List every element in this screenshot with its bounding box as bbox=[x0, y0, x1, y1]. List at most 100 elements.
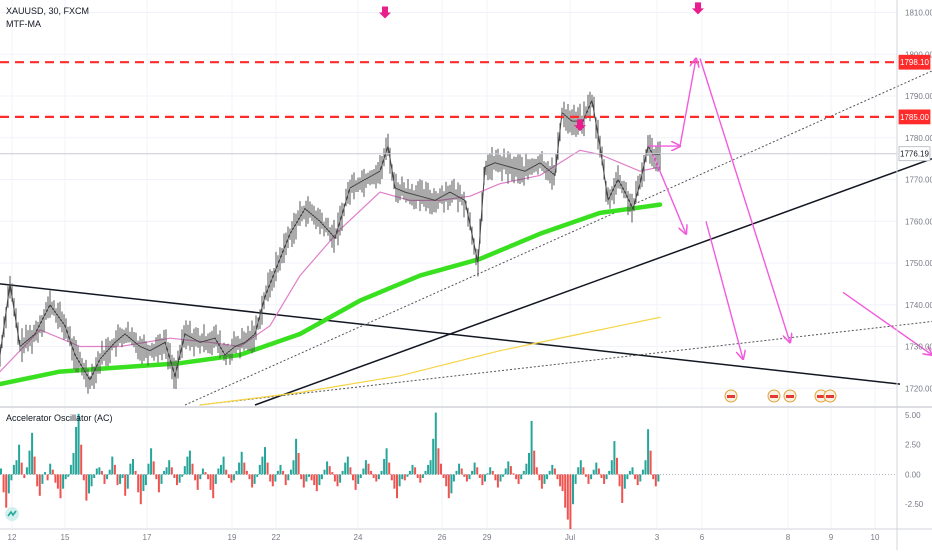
oscillator-bar bbox=[442, 474, 445, 478]
oscillator-bar bbox=[455, 470, 458, 475]
oscillator-bar bbox=[289, 469, 292, 475]
y-tick-label: 1800.00 bbox=[905, 50, 932, 59]
oscillator-bar bbox=[349, 467, 352, 475]
event-flag-stripe bbox=[817, 395, 825, 398]
oscillator-bar bbox=[383, 459, 386, 475]
oscillator-bar bbox=[276, 470, 279, 475]
oscillator-bar bbox=[274, 474, 277, 482]
oscillator-bar bbox=[302, 474, 305, 488]
oscillator-bar bbox=[424, 470, 427, 475]
oscillator-bar bbox=[553, 468, 556, 475]
oscillator-bar bbox=[618, 474, 621, 487]
x-tick-label: 19 bbox=[228, 533, 237, 542]
oscillator-bar bbox=[144, 474, 147, 486]
price-badge-label: 1798.10 bbox=[900, 58, 929, 67]
oscillator-bar bbox=[377, 474, 380, 480]
oscillator-bar bbox=[388, 462, 391, 475]
trendlines bbox=[0, 70, 932, 406]
oscillator-bar bbox=[331, 472, 334, 475]
oscillator-bar bbox=[605, 474, 608, 480]
oscillator-bar bbox=[67, 474, 70, 477]
x-tick-label: 9 bbox=[829, 533, 834, 542]
oscillator-bar bbox=[15, 460, 18, 475]
oscillator-bar bbox=[103, 474, 106, 484]
oscillator-bar bbox=[188, 450, 191, 475]
oscillator-bar bbox=[292, 460, 295, 475]
indicator-label[interactable]: MTF-MA bbox=[6, 19, 41, 29]
oscillator-bars bbox=[0, 412, 660, 530]
oscillator-bar bbox=[124, 474, 127, 496]
oscillator-bar bbox=[297, 453, 300, 475]
projection-arrow bbox=[679, 59, 696, 147]
oscillator-bar bbox=[181, 474, 184, 477]
oscillator-bar bbox=[227, 474, 230, 478]
oscillator-bar bbox=[230, 474, 233, 483]
oscillator-bar bbox=[251, 474, 254, 488]
grid bbox=[0, 0, 932, 530]
oscillator-bar bbox=[582, 467, 585, 475]
oscillator-bar bbox=[72, 453, 75, 475]
oscillator-bar bbox=[308, 474, 310, 477]
y-tick-label: 1790.00 bbox=[905, 92, 932, 101]
oscillator-bar bbox=[393, 474, 396, 489]
oscillator-bar bbox=[535, 467, 538, 475]
oscillator-bar bbox=[113, 464, 116, 475]
oscillator-bar bbox=[300, 474, 303, 480]
oscillator-bar bbox=[323, 469, 326, 475]
oscillator-bar bbox=[564, 474, 567, 508]
projection-arrow bbox=[705, 221, 743, 359]
oscillator-bar bbox=[157, 474, 160, 493]
x-tick-label: 8 bbox=[786, 533, 791, 542]
oscillator-bar bbox=[173, 474, 176, 478]
oscillator-bar bbox=[214, 474, 217, 484]
oscillator-bar bbox=[473, 462, 476, 475]
oscillator-bar bbox=[5, 474, 8, 508]
oscillator-bar bbox=[196, 474, 199, 490]
oscillator-bar bbox=[85, 474, 88, 501]
oscillator-bar bbox=[367, 463, 370, 475]
oscillator-bar bbox=[631, 467, 634, 475]
oscillator-bar bbox=[530, 420, 533, 475]
oscillator-bar bbox=[592, 469, 595, 475]
oscillator-bar bbox=[528, 453, 530, 475]
oscillator-bar bbox=[49, 463, 52, 475]
marker-arrow-icon bbox=[574, 119, 586, 132]
oscillator-bar bbox=[313, 474, 316, 486]
oscillator-bar bbox=[616, 457, 618, 475]
oscillator-bar bbox=[354, 474, 357, 490]
oscillator-bar bbox=[427, 464, 430, 475]
oscillator-bar bbox=[217, 468, 220, 475]
oscillator-bar bbox=[245, 470, 248, 475]
axes: 1810.001800.001790.001780.001770.001760.… bbox=[8, 0, 932, 550]
oscillator-bar bbox=[176, 474, 178, 486]
tradingview-logo-icon[interactable] bbox=[5, 507, 19, 521]
oscillator-bar bbox=[507, 461, 510, 475]
oscillator-bar bbox=[204, 472, 207, 475]
event-icons[interactable] bbox=[724, 389, 837, 403]
oscillator-bar bbox=[610, 460, 613, 475]
oscillator-bar bbox=[478, 474, 481, 478]
oscillator-bar bbox=[445, 474, 448, 487]
event-flag-stripe bbox=[770, 395, 778, 398]
oscillator-bar bbox=[201, 468, 204, 475]
y-tick-label: 1730.00 bbox=[905, 343, 932, 352]
oscillator-bar bbox=[429, 460, 432, 475]
oscillator-bar bbox=[266, 462, 269, 475]
oscillator-bar bbox=[20, 462, 23, 475]
oscillator-bar bbox=[56, 474, 59, 489]
oscillator-bar bbox=[636, 474, 639, 486]
oscillator-bar bbox=[533, 450, 536, 475]
oscillator-bar bbox=[287, 474, 290, 481]
oscillator-bar bbox=[450, 474, 453, 494]
oscillator-bar bbox=[577, 467, 580, 475]
oscillator-bar bbox=[468, 474, 471, 480]
price-line bbox=[0, 98, 660, 381]
y-tick-label: 1810.00 bbox=[905, 9, 932, 18]
oscillator-bar bbox=[93, 474, 96, 478]
oscillator-bar bbox=[186, 456, 189, 475]
oscillator-title[interactable]: Accelerator Oscillator (AC) bbox=[6, 413, 113, 423]
oscillator-bar bbox=[155, 474, 158, 480]
symbol-title: XAUUSD, 30, FXCM bbox=[6, 6, 90, 16]
